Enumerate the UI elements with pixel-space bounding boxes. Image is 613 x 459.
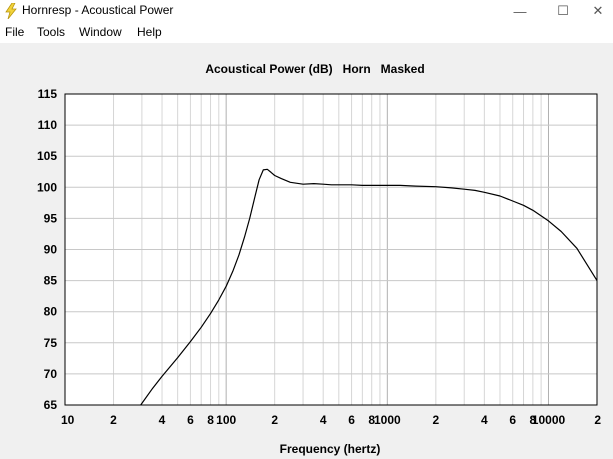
y-tick-label: 85	[44, 274, 58, 288]
window-title: Hornresp - Acoustical Power	[22, 3, 174, 17]
x-tick-label: 10	[61, 413, 75, 427]
y-tick-label: 115	[38, 87, 58, 101]
grid-lines	[65, 94, 597, 405]
maximize-button[interactable]: ☐	[557, 3, 569, 18]
x-tick-label: 4	[159, 413, 166, 427]
y-tick-label: 100	[37, 180, 57, 194]
x-tick-label: 6	[509, 413, 516, 427]
y-tick-label: 110	[38, 118, 58, 132]
series-layer	[140, 168, 598, 406]
x-tick-label: 1000	[374, 413, 401, 427]
x-tick-label: 8	[207, 413, 214, 427]
x-tick-label: 10000	[532, 413, 566, 427]
series-line	[140, 168, 598, 406]
y-tick-label: 70	[44, 367, 58, 381]
minimize-button[interactable]: —	[513, 3, 527, 19]
x-tick-label: 2	[271, 413, 278, 427]
menu-tools[interactable]: Tools	[37, 25, 66, 39]
title-bar: Hornresp - Acoustical Power — ☐ ✕	[0, 0, 613, 22]
chart-title: Acoustical Power (dB) Horn Masked	[205, 62, 425, 76]
menu-help[interactable]: Help	[137, 25, 162, 39]
y-tick-label: 80	[44, 305, 58, 319]
y-tick-label: 65	[44, 398, 58, 412]
x-tick-label: 6	[348, 413, 355, 427]
y-tick-label: 90	[44, 243, 58, 257]
x-tick-label: 2	[110, 413, 117, 427]
x-tick-label: 8	[368, 413, 375, 427]
menu-bar: File Tools Window Help	[0, 22, 613, 43]
y-tick-labels: 65 70 75 80 85 90 95 100 105 110 115	[37, 87, 57, 412]
x-tick-label: 6	[187, 413, 194, 427]
x-tick-label: 8	[530, 413, 537, 427]
plot-border	[64, 93, 598, 406]
y-tick-label: 95	[44, 211, 58, 225]
lightning-bolt-icon	[5, 3, 17, 19]
x-tick-label: 2	[594, 413, 601, 427]
y-tick-label: 75	[44, 336, 58, 350]
x-axis-label: Frequency (hertz)	[279, 442, 381, 456]
x-tick-label: 2	[432, 413, 439, 427]
y-tick-label: 105	[37, 149, 57, 163]
x-tick-label: 4	[320, 413, 327, 427]
x-tick-label: 100	[216, 413, 236, 427]
menu-window[interactable]: Window	[79, 25, 122, 39]
close-button[interactable]: ✕	[592, 3, 604, 18]
x-tick-label: 4	[481, 413, 488, 427]
menu-file[interactable]: File	[5, 25, 25, 39]
